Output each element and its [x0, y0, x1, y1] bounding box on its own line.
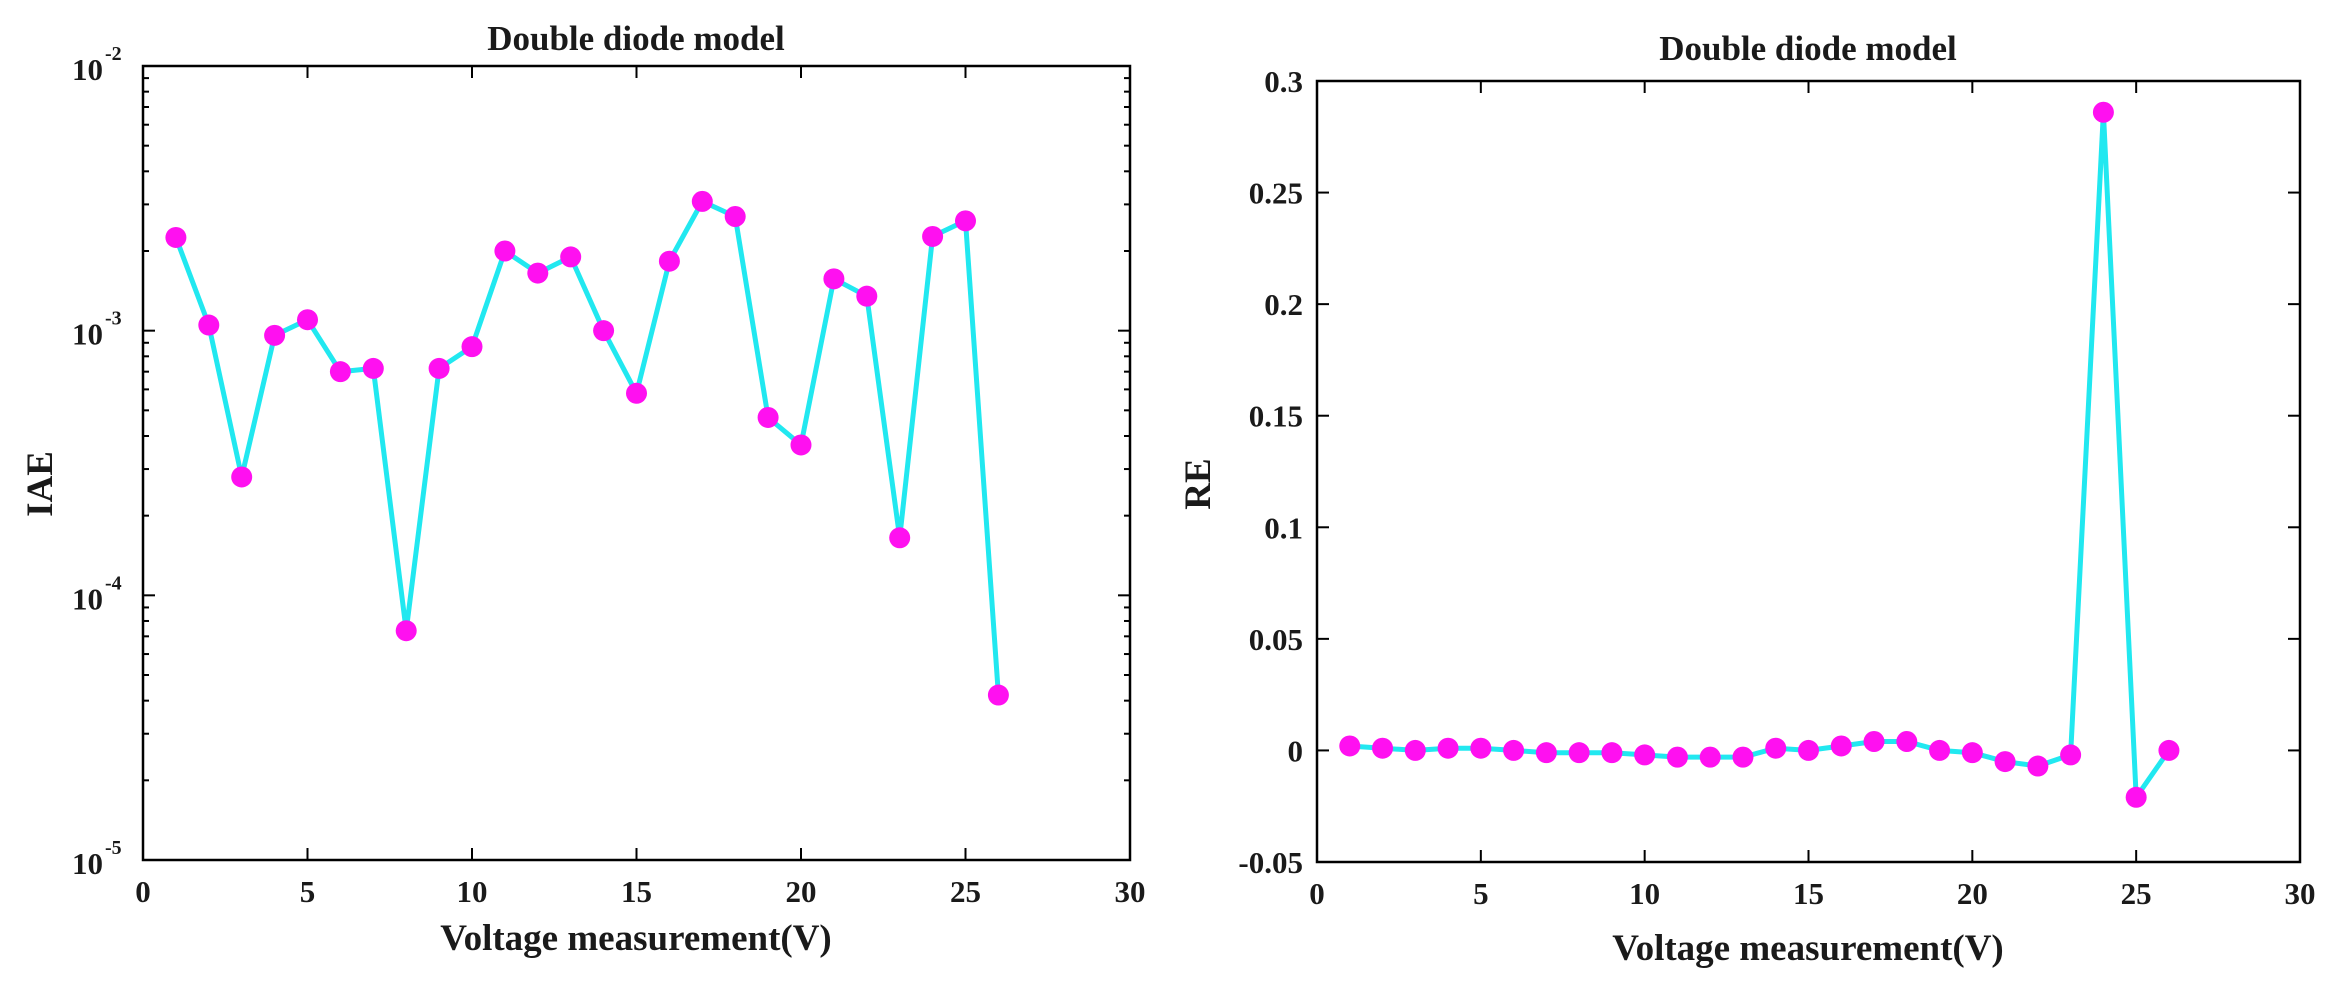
- y-tick-label: 0.25: [1249, 176, 1303, 211]
- y-tick-exponent: -3: [105, 308, 122, 330]
- x-tick-label: 0: [135, 874, 151, 909]
- data-point: [560, 246, 582, 268]
- x-tick-label: 10: [457, 874, 488, 909]
- x-tick-label: 20: [786, 874, 817, 909]
- data-point: [362, 357, 384, 379]
- data-point: [1666, 746, 1688, 768]
- data-point: [1634, 744, 1656, 766]
- x-tick-label: 10: [1629, 876, 1660, 911]
- y-tick-label: 0.05: [1249, 622, 1303, 657]
- data-point: [757, 406, 779, 428]
- data-point: [790, 434, 812, 456]
- data-point: [2060, 744, 2082, 766]
- data-point: [2158, 739, 2180, 761]
- data-point: [1470, 737, 1492, 759]
- x-axis-title: Voltage measurement(V): [440, 918, 832, 959]
- data-point: [231, 466, 253, 488]
- y-tick-exponent: -4: [105, 572, 122, 594]
- data-point: [1372, 737, 1394, 759]
- x-tick-label: 15: [1793, 876, 1824, 911]
- data-point: [2092, 101, 2114, 123]
- data-point: [1339, 735, 1361, 757]
- data-point: [1994, 751, 2016, 773]
- y-tick-exponent: -5: [105, 837, 122, 859]
- data-point: [1863, 731, 1885, 753]
- data-point: [198, 314, 220, 336]
- data-point: [1929, 739, 1951, 761]
- data-point: [395, 620, 417, 642]
- x-tick-label: 30: [2285, 876, 2316, 911]
- data-point: [1961, 742, 1983, 764]
- data-point: [626, 382, 647, 404]
- data-point: [264, 324, 286, 346]
- data-point: [1699, 746, 1721, 768]
- chart-title: Double diode model: [487, 19, 785, 58]
- data-point: [297, 309, 318, 331]
- chart-title: Double diode model: [1659, 29, 1957, 68]
- data-point: [1830, 735, 1852, 757]
- y-tick-label: 10: [72, 846, 103, 881]
- data-point: [724, 205, 746, 227]
- data-point: [955, 210, 976, 232]
- y-tick-label: 0.1: [1264, 510, 1303, 545]
- x-tick-label: 15: [621, 874, 652, 909]
- data-point: [329, 361, 351, 383]
- x-tick-label: 5: [1473, 876, 1489, 911]
- y-tick-label: 0.15: [1249, 399, 1303, 434]
- data-point: [922, 225, 944, 247]
- data-point: [823, 268, 845, 290]
- data-point: [658, 250, 680, 272]
- x-axis-title: Voltage measurement(V): [1612, 928, 2004, 969]
- y-tick-exponent: -2: [105, 43, 122, 65]
- y-tick-label: 10: [72, 52, 103, 87]
- y-axis-title: IAE: [20, 451, 61, 517]
- y-tick-label: 0: [1288, 733, 1304, 768]
- data-point: [593, 320, 615, 342]
- y-axis-title: RE: [1178, 458, 1219, 509]
- data-point: [1765, 737, 1787, 759]
- data-point: [856, 285, 878, 307]
- data-point: [987, 684, 1009, 706]
- data-point: [1437, 737, 1459, 759]
- data-point: [1798, 739, 1819, 761]
- data-point: [1503, 739, 1525, 761]
- x-tick-label: 5: [300, 874, 316, 909]
- x-tick-label: 25: [2121, 876, 2152, 911]
- iae-series: [165, 190, 1009, 706]
- data-point: [1896, 731, 1918, 753]
- data-point: [1404, 739, 1426, 761]
- data-point: [1732, 746, 1754, 768]
- x-tick-label: 25: [950, 874, 981, 909]
- x-tick-label: 20: [1957, 876, 1988, 911]
- data-point: [2125, 786, 2147, 808]
- re-series: [1339, 101, 2180, 808]
- y-tick-label: 10: [72, 317, 103, 352]
- data-point: [691, 190, 713, 212]
- data-point: [461, 336, 483, 358]
- iae-chart: Double diode model Voltage measurement(V…: [20, 19, 1146, 959]
- data-point: [889, 527, 911, 549]
- y-tick-label: 0.2: [1264, 287, 1303, 322]
- data-point: [1535, 742, 1557, 764]
- data-point: [165, 226, 187, 248]
- y-tick-label: 0.3: [1264, 64, 1303, 99]
- y-tick-label: 10: [72, 581, 103, 616]
- data-point: [494, 240, 516, 262]
- data-point: [1568, 742, 1590, 764]
- data-point: [527, 262, 549, 284]
- series-line: [173, 198, 1001, 696]
- data-point: [428, 357, 450, 379]
- data-point: [2027, 755, 2049, 777]
- y-tick-label: -0.05: [1238, 845, 1303, 880]
- re-chart: Double diode model Voltage measurement(V…: [1178, 29, 2316, 969]
- series-line: [1349, 109, 2171, 800]
- x-tick-label: 0: [1309, 876, 1325, 911]
- x-tick-label: 30: [1115, 874, 1146, 909]
- data-point: [1601, 742, 1623, 764]
